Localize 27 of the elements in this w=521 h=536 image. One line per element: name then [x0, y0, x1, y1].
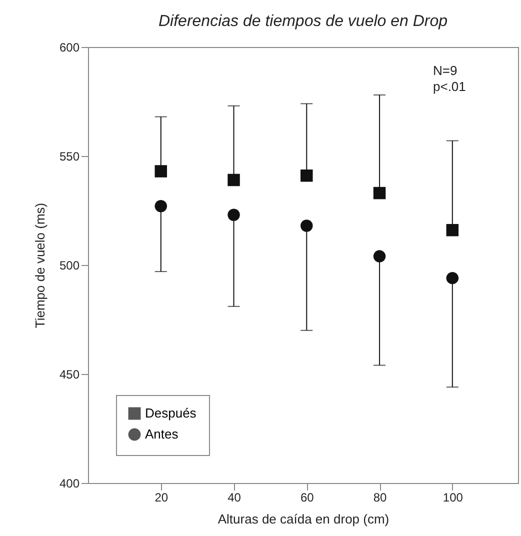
point	[154, 200, 168, 212]
point	[228, 174, 240, 186]
x-tick-label: 100	[442, 490, 464, 504]
point	[446, 224, 459, 236]
point	[446, 272, 459, 284]
annotation: p<.01	[433, 79, 466, 94]
legend-label: Después	[145, 406, 197, 420]
point	[373, 186, 386, 200]
point	[228, 208, 240, 221]
y-tick-label: 450	[59, 368, 80, 382]
annotation: N=9	[433, 63, 458, 78]
y-tick-label: 400	[59, 476, 80, 490]
x-tick-label: 40	[228, 490, 242, 504]
y-tick-label: 600	[59, 40, 80, 54]
x-tick-label: 20	[154, 490, 168, 504]
point	[300, 169, 313, 182]
point	[300, 220, 313, 232]
y-axis-title: Tiempo de vuelo (ms)	[32, 202, 48, 328]
y-tick-label: 500	[59, 258, 80, 272]
point	[373, 250, 386, 262]
y-tick-label: 550	[59, 150, 80, 164]
chart-title: Diferencias de tiempos de vuelo en Drop	[158, 13, 448, 30]
legend-label: Antes	[145, 426, 179, 442]
x-tick-label: 60	[300, 490, 314, 504]
x-axis-title: Alturas de caída en drop (cm)	[218, 512, 390, 526]
point	[154, 165, 168, 178]
x-tick-label: 80	[373, 490, 388, 504]
